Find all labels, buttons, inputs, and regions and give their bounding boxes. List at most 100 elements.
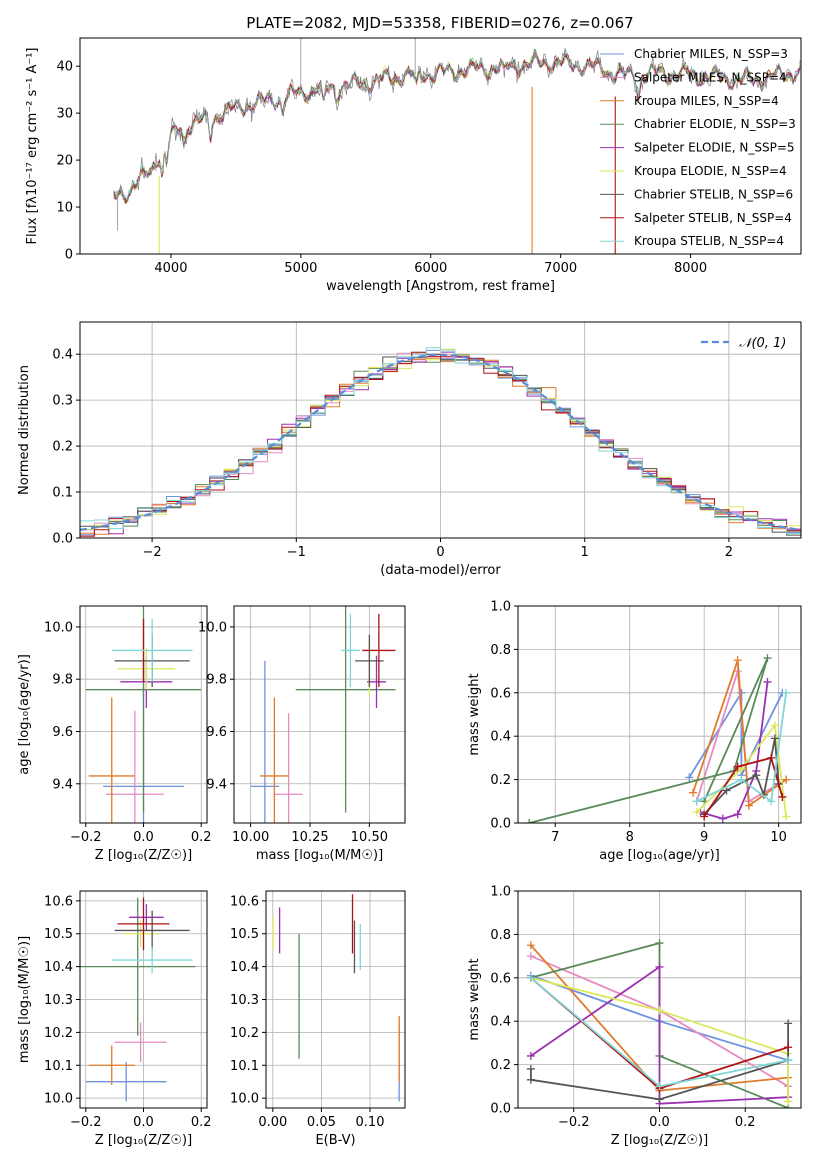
weight-line-chabrier_stelib xyxy=(703,738,780,815)
panel-mass_vs_z: −0.2 0.0 0.2 10.0 10.1 10.2 10.3 10.4 10.5 10.6 Z … xyxy=(17,890,212,1148)
y-axis-label: Flux [fλ10⁻¹⁷ erg cm⁻² s⁻¹ A⁻¹] xyxy=(25,48,40,245)
axes-frame xyxy=(79,605,208,824)
y-tick-label: 10.5 xyxy=(230,927,259,942)
legend-entry-normal: 𝒩(0, 1) xyxy=(739,336,786,351)
y-tick-label: 10.0 xyxy=(44,1092,73,1107)
y-tick-label: 0.6 xyxy=(490,971,511,986)
x-tick-label: 8 xyxy=(626,830,634,845)
x-tick-label: 8000 xyxy=(674,261,707,276)
weight-marker-chabrier_stelib xyxy=(770,734,779,743)
weight-marker-salpeter_elodie xyxy=(655,962,664,971)
y-tick-label: 10.0 xyxy=(198,620,227,635)
errorbar-point-kroupa_stelib xyxy=(111,619,193,682)
weight-marker-chabrier_stelib xyxy=(526,1064,535,1073)
y-tick-label: 1.0 xyxy=(490,885,511,900)
weight-marker-salpeter_elodie xyxy=(763,677,772,686)
y-tick-label: 0.2 xyxy=(490,773,511,788)
weight-line-kroupa_stelib xyxy=(696,692,787,803)
x-axis-label: age [log₁₀(age/yr)] xyxy=(599,848,720,863)
y-tick-label: 10.5 xyxy=(44,927,73,942)
weight-marker-kroupa_miles xyxy=(733,656,742,665)
y-tick-label: 10.1 xyxy=(230,1059,259,1074)
weight-marker-chabrier_elodie xyxy=(525,819,534,823)
weight-line-salpeter_stelib xyxy=(703,756,784,818)
panel-weight_vs_age: 7 8 9 10 0.0 0.2 0.4 0.6 0.8 1.0 age [log₁₀(age/yr… xyxy=(467,600,802,863)
y-tick-label: 30 xyxy=(56,107,73,122)
y-tick-label: 0.4 xyxy=(52,348,73,363)
weight-marker-salpeter_elodie xyxy=(733,810,742,819)
errorbar-point-kroupa_miles xyxy=(260,697,289,823)
axes-frame xyxy=(517,890,802,1109)
x-tick-label: 10.25 xyxy=(291,830,328,845)
errorbar-point-salpeter_stelib xyxy=(117,897,170,951)
errorbar-point-chabrier_stelib xyxy=(114,910,190,951)
plot-area xyxy=(80,322,801,538)
y-tick-label: 0.2 xyxy=(490,1058,511,1073)
weight-marker-kroupa_stelib xyxy=(692,797,701,806)
errorbar-point-salpeter_stelib xyxy=(362,613,396,688)
x-tick-label: 0.00 xyxy=(258,1115,287,1130)
y-tick-label: 9.6 xyxy=(52,725,73,740)
weight-line-kroupa_miles xyxy=(692,660,787,808)
x-tick-label: 0.2 xyxy=(191,1115,212,1130)
y-tick-label: 0.0 xyxy=(52,532,73,547)
errorbar-point-kroupa_stelib xyxy=(340,613,360,688)
weight-marker-kroupa_elodie xyxy=(784,1097,793,1106)
weight-marker-salpeter_stelib xyxy=(733,762,742,771)
y-tick-label: 9.6 xyxy=(206,725,227,740)
errorbar-point-salpeter_miles xyxy=(274,713,303,823)
weight-line-salpeter_elodie xyxy=(530,965,789,1105)
weight-marker-salpeter_elodie xyxy=(526,1051,535,1060)
x-tick-label: −0.2 xyxy=(70,1115,102,1130)
y-tick-label: 0.0 xyxy=(490,1102,511,1117)
x-tick-label: 0.10 xyxy=(356,1115,385,1130)
errorbar-point-chabrier_elodie xyxy=(295,606,396,813)
weight-marker-chabrier_stelib xyxy=(655,1095,664,1104)
x-tick-label: 10.50 xyxy=(351,830,388,845)
x-tick-label: −0.2 xyxy=(70,830,102,845)
y-tick-label: 1.0 xyxy=(490,600,511,615)
y-tick-label: 9.8 xyxy=(206,673,227,688)
x-axis-label: Z [log₁₀(Z/Z☉)] xyxy=(95,1133,192,1148)
errorbar-point-salpeter_miles xyxy=(114,1022,167,1062)
y-tick-label: 10.2 xyxy=(230,1026,259,1041)
x-tick-label: 5000 xyxy=(284,261,317,276)
panel-spectrum: 4000 5000 6000 7000 8000 0 10 20 30 40 wavelength … xyxy=(25,37,802,294)
weight-marker-kroupa_stelib xyxy=(767,797,776,806)
weight-marker-kroupa_stelib xyxy=(655,1082,664,1091)
y-tick-label: 0.2 xyxy=(52,440,73,455)
x-tick-label: 4000 xyxy=(154,261,187,276)
weight-marker-kroupa_miles xyxy=(744,801,753,810)
histogram-kroupa_stelib xyxy=(80,347,801,535)
panel-mass_vs_ebv: 0.00 0.05 0.10 10.0 10.1 10.2 10.3 10.4 10.5 10.6… xyxy=(230,890,406,1148)
weight-marker-chabrier_elodie xyxy=(655,939,664,948)
spectrum-title: PLATE=2082, MJD=53358, FIBERID=0276, z=0… xyxy=(246,14,633,32)
model-line-kroupa_stelib xyxy=(113,49,801,202)
y-tick-label: 0.8 xyxy=(490,928,511,943)
errorbar-point-kroupa_miles xyxy=(88,1045,135,1085)
weight-marker-chabrier_miles xyxy=(685,773,694,782)
axes-frame xyxy=(265,890,406,1109)
y-axis-label: mass weight xyxy=(467,673,482,755)
y-axis-label: Normed distribution xyxy=(17,365,32,495)
y-tick-label: 10.1 xyxy=(44,1059,73,1074)
x-tick-label: 7000 xyxy=(544,261,577,276)
spectrum-legend: Chabrier MILES, N_SSP=3 Salpeter MILES, N… xyxy=(600,47,796,248)
weight-marker-kroupa_miles xyxy=(782,775,791,784)
y-tick-label: 10.3 xyxy=(44,993,73,1008)
weight-marker-kroupa_elodie xyxy=(655,1006,664,1015)
x-tick-label: 0.2 xyxy=(191,830,212,845)
y-tick-label: 10.4 xyxy=(230,960,259,975)
x-tick-label: 0.0 xyxy=(649,1115,670,1130)
y-tick-label: 10 xyxy=(56,201,73,216)
weight-marker-chabrier_stelib xyxy=(526,1075,535,1084)
errorbar-point-salpeter_elodie xyxy=(129,904,164,931)
y-tick-label: 9.4 xyxy=(206,777,227,792)
plot-area xyxy=(80,606,207,823)
errorbar-point-salpeter_elodie xyxy=(367,655,386,708)
x-tick-label: 0 xyxy=(436,545,444,560)
x-axis-label: Z [log₁₀(Z/Z☉)] xyxy=(95,848,192,863)
x-tick-label: 10.00 xyxy=(232,830,269,845)
x-tick-label: −0.2 xyxy=(558,1115,590,1130)
weight-line-kroupa_elodie xyxy=(530,976,789,1102)
